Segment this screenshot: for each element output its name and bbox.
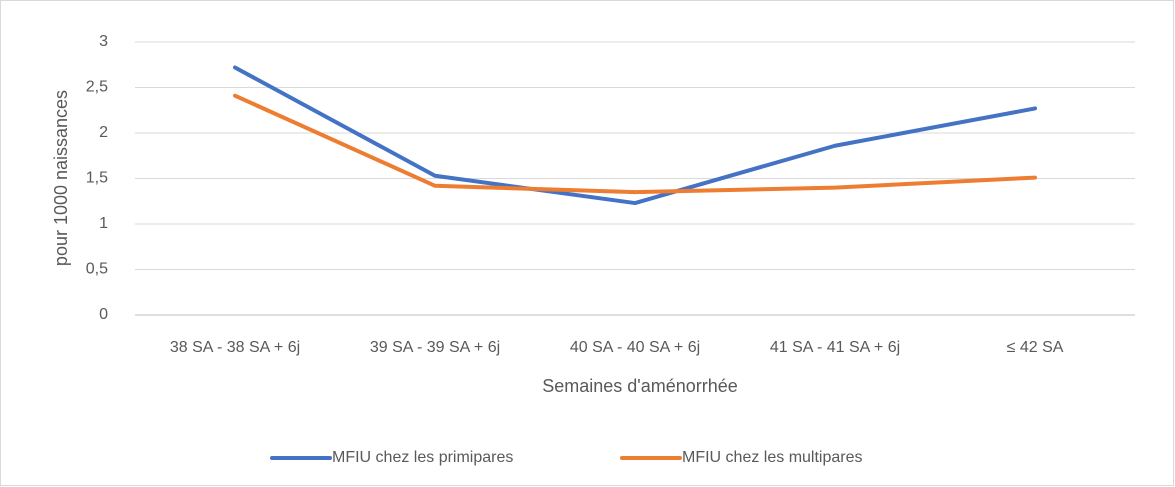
x-tick-label: 40 SA - 40 SA + 6j xyxy=(570,339,700,356)
y-tick-label: 3 xyxy=(99,33,108,50)
y-axis-label: pour 1000 naissances xyxy=(51,90,71,266)
legend-label: MFIU chez les primipares xyxy=(332,449,513,466)
x-tick-label: ≤ 42 SA xyxy=(1007,339,1064,356)
y-tick-label: 2,5 xyxy=(86,79,108,96)
x-axis-label: Semaines d'aménorrhée xyxy=(542,376,738,396)
legend-label: MFIU chez les multipares xyxy=(682,449,863,466)
series-line xyxy=(233,65,1037,206)
x-tick-label: 38 SA - 38 SA + 6j xyxy=(170,339,300,356)
y-tick-label: 0,5 xyxy=(86,261,108,278)
x-tick-label: 39 SA - 39 SA + 6j xyxy=(370,339,500,356)
y-tick-label: 0 xyxy=(99,306,108,323)
x-tick-label: 41 SA - 41 SA + 6j xyxy=(770,339,900,356)
y-tick-label: 2 xyxy=(99,124,108,141)
y-tick-label: 1,5 xyxy=(86,170,108,187)
series-line xyxy=(233,93,1037,195)
y-tick-label: 1 xyxy=(99,215,108,232)
